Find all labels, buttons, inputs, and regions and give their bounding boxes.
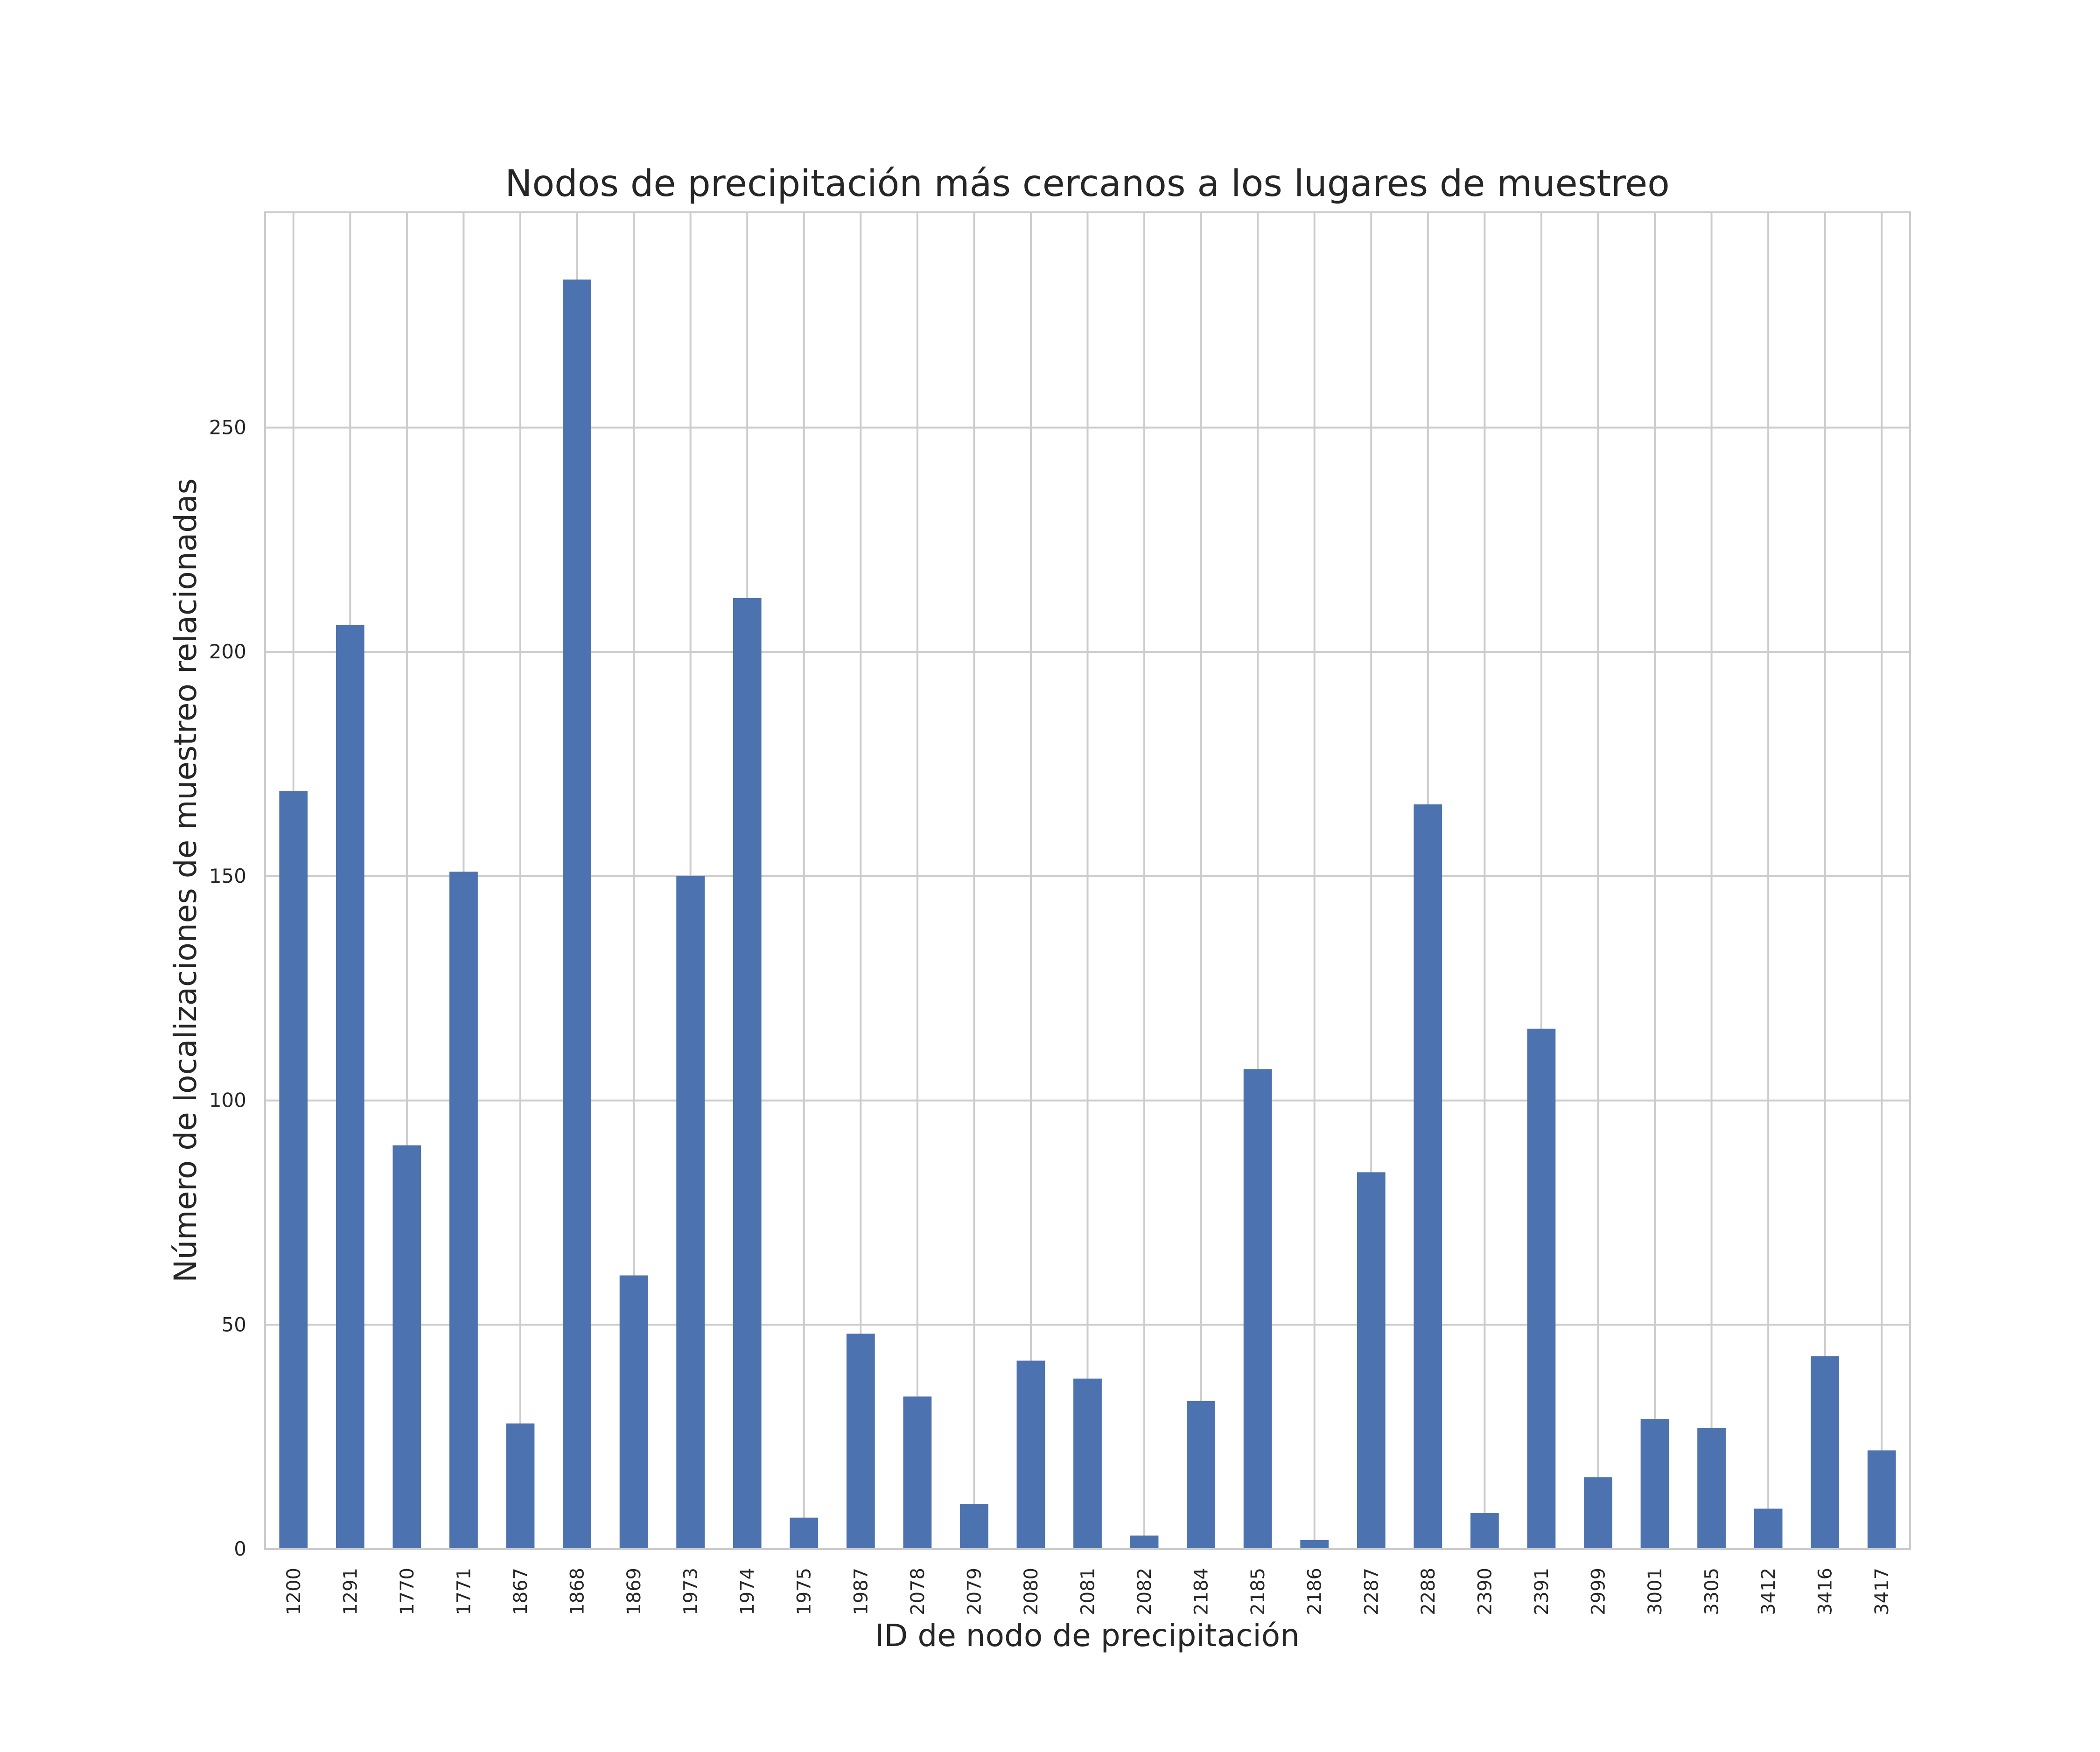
x-tick-label: 1987 — [850, 1568, 872, 1615]
bar-1868 — [563, 279, 591, 1549]
y-tick-label: 50 — [222, 1313, 246, 1336]
bar-2287 — [1357, 1172, 1386, 1549]
x-tick-label: 1771 — [453, 1568, 475, 1615]
bar-3305 — [1697, 1428, 1726, 1549]
y-tick-labels: 0 50 100 150 200 250 — [209, 416, 246, 1560]
bar-1869 — [619, 1275, 648, 1549]
x-tick-label: 2184 — [1191, 1568, 1212, 1615]
y-tick-label: 200 — [209, 640, 246, 663]
bar-2082 — [1130, 1536, 1159, 1549]
x-tick-label: 3416 — [1815, 1568, 1836, 1615]
x-tick-label: 2082 — [1134, 1568, 1155, 1615]
x-tick-label: 2999 — [1588, 1568, 1609, 1615]
y-tick-label: 100 — [209, 1089, 246, 1112]
x-tick-label: 1867 — [510, 1568, 532, 1615]
bar-1987 — [846, 1333, 875, 1549]
x-tick-label: 2287 — [1361, 1568, 1382, 1615]
bar-2186 — [1300, 1540, 1329, 1549]
bar-2390 — [1470, 1513, 1499, 1549]
y-axis-label: Número de localizaciones de muestreo rel… — [168, 478, 203, 1283]
x-tick-label: 1869 — [623, 1568, 645, 1615]
bar-3417 — [1867, 1450, 1896, 1549]
bar-1771 — [449, 872, 478, 1549]
y-tick-label: 0 — [234, 1537, 246, 1560]
x-tick-label: 1770 — [397, 1568, 418, 1615]
x-tick-label: 2080 — [1021, 1568, 1042, 1615]
bar-2081 — [1073, 1378, 1102, 1549]
x-tick-label: 2078 — [907, 1568, 929, 1615]
bar-3416 — [1811, 1356, 1840, 1549]
bar-2184 — [1187, 1401, 1215, 1549]
x-tick-label: 1200 — [283, 1568, 305, 1615]
bar-2079 — [960, 1504, 988, 1549]
x-tick-label: 1868 — [567, 1568, 588, 1615]
bar-2078 — [903, 1396, 932, 1549]
bar-1867 — [506, 1423, 535, 1549]
x-tick-label: 2081 — [1078, 1568, 1099, 1615]
plot-frame — [264, 211, 1911, 1550]
bar-1975 — [790, 1517, 819, 1549]
x-tick-label: 2079 — [964, 1568, 985, 1615]
bar-3001 — [1640, 1419, 1669, 1549]
y-tick-label: 150 — [209, 865, 246, 887]
chart-title: Nodos de precipitación más cercanos a lo… — [505, 163, 1670, 205]
bar-1200 — [279, 791, 308, 1549]
grid-lines — [265, 212, 1910, 1550]
x-tick-label: 3412 — [1758, 1568, 1779, 1615]
x-tick-label: 2186 — [1304, 1568, 1326, 1615]
bar-2080 — [1016, 1361, 1045, 1549]
x-tick-label: 2391 — [1531, 1568, 1553, 1615]
x-axis-label: ID de nodo de precipitación — [875, 1618, 1300, 1654]
x-tick-label: 1973 — [680, 1568, 702, 1615]
bar-3412 — [1754, 1508, 1783, 1549]
x-tick-label: 3417 — [1871, 1568, 1893, 1615]
x-tick-label: 2390 — [1474, 1568, 1496, 1615]
bar-1291 — [336, 625, 364, 1549]
bar-1974 — [733, 598, 762, 1549]
bar-2999 — [1584, 1477, 1612, 1549]
x-tick-label: 2185 — [1247, 1568, 1269, 1615]
x-tick-label: 1974 — [737, 1568, 758, 1615]
y-tick-label: 250 — [209, 416, 246, 439]
bar-1973 — [676, 876, 705, 1549]
x-tick-label: 1975 — [794, 1568, 815, 1615]
x-tick-label: 3305 — [1701, 1568, 1723, 1615]
x-tick-label: 2288 — [1418, 1568, 1439, 1615]
bar-2391 — [1527, 1028, 1556, 1549]
bar-1770 — [392, 1145, 421, 1549]
x-tick-label: 3001 — [1645, 1568, 1666, 1615]
bars — [279, 279, 1896, 1549]
x-tick-labels: 1200 1291 1770 1771 1867 1868 1869 1973 1974 1975… — [283, 1568, 1893, 1615]
x-tick-label: 1291 — [340, 1568, 361, 1615]
bar-2288 — [1414, 804, 1442, 1549]
bar-2185 — [1243, 1069, 1272, 1549]
